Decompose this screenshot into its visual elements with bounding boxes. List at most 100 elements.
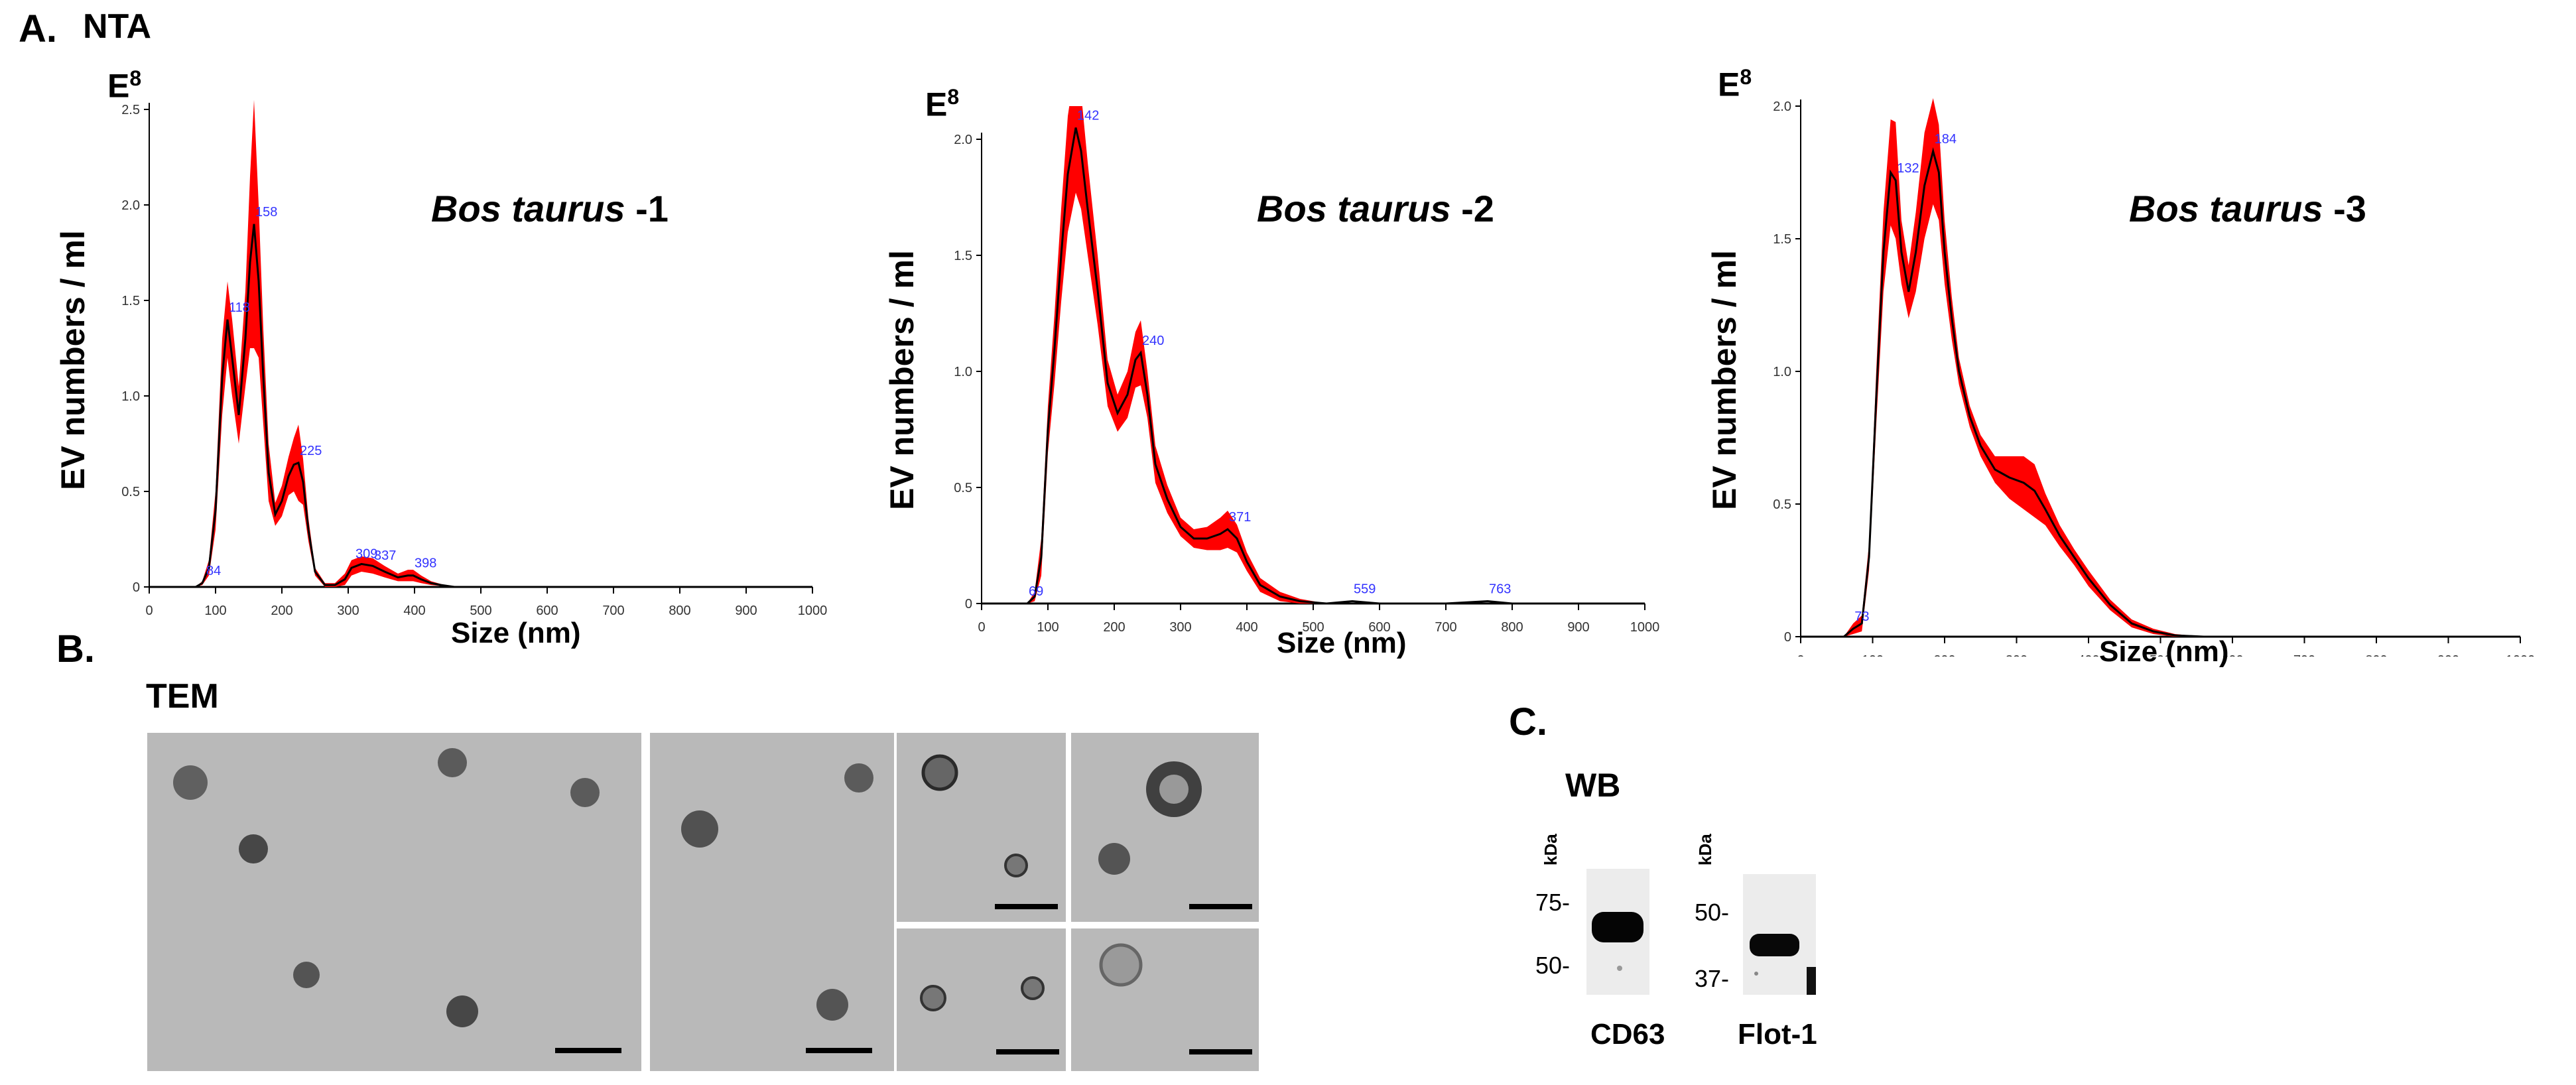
scale-bar (555, 1048, 621, 1053)
x-tick-label: 1000 (1630, 620, 1660, 635)
vesicle (1004, 854, 1028, 877)
x-tick-label: 400 (2077, 653, 2099, 657)
y-tick-label: 0 (1784, 630, 1791, 645)
vesicle (920, 985, 946, 1011)
x-tick-label: 200 (271, 604, 292, 618)
vesicle (1099, 943, 1143, 987)
x-tick-label: 1000 (798, 604, 828, 618)
x-tick-label: 600 (1368, 620, 1390, 635)
peak-label: 69 (1029, 584, 1043, 599)
x-tick-label: 300 (337, 604, 359, 618)
chart-1-ylabel: EV numbers / ml (54, 230, 92, 490)
x-tick-label: 500 (2150, 653, 2171, 657)
x-tick-label: 400 (403, 604, 425, 618)
x-tick-label: 700 (602, 604, 624, 618)
vesicle (844, 763, 873, 793)
vesicle (921, 754, 958, 791)
band-cd63 (1592, 912, 1643, 942)
kda-label-2: kDa (1695, 834, 1715, 865)
vesicle (293, 962, 320, 988)
peak-label: 337 (374, 548, 396, 563)
x-tick-label: 500 (470, 604, 491, 618)
x-tick-label: 1000 (2506, 653, 2536, 657)
chart-2-ylabel: EV numbers / ml (883, 250, 921, 510)
vesicle (173, 765, 208, 800)
scale-bar (1189, 1049, 1252, 1054)
tem-image-large (147, 733, 641, 1071)
chart-3-xlabel: Size (nm) (2099, 635, 2229, 668)
chart-1-plot: 0 100 200 300 400 500 600 700 800 900 1000 0 0.5 1.0 1… (121, 99, 828, 618)
x-tick-label: 800 (1501, 620, 1523, 635)
chart-3-plot: 0 100 200 300 400 500 600 700 800 900 1000 0 0.5 1.0 1… (1773, 98, 2536, 657)
tem-image-6 (1071, 928, 1259, 1071)
scale-bar (1189, 904, 1252, 909)
spot (1754, 972, 1758, 976)
y-tick-label: 1.0 (121, 389, 140, 404)
chart-2-xlabel: Size (nm) (1277, 627, 1407, 659)
y-tick-label: 1.0 (954, 365, 972, 379)
x-tick-label: 800 (669, 604, 690, 618)
y-tick-label: 1.5 (121, 294, 140, 308)
y-tick-label: 0.5 (1773, 497, 1791, 512)
tem-image-3 (897, 733, 1066, 922)
scale-bar (995, 904, 1058, 909)
error-band (149, 99, 812, 588)
mean-line (149, 223, 812, 588)
vesicle (570, 778, 600, 807)
error-band (1801, 98, 2520, 637)
x-tick-label: 600 (2221, 653, 2243, 657)
peak-label: 225 (300, 444, 322, 458)
y-tick-label: 2.0 (1773, 99, 1791, 114)
y-tick-label: 1.0 (1773, 365, 1791, 379)
blot-label-cd63: CD63 (1590, 1018, 1665, 1051)
vesicle (681, 810, 718, 848)
vesicle (239, 834, 268, 863)
chart-1-xlabel: Size (nm) (451, 617, 581, 649)
x-tick-label: 500 (1302, 620, 1324, 635)
y-tick-label: 0 (965, 597, 972, 611)
vesicle (1021, 976, 1045, 1000)
chart-1-exponent: E8 (107, 66, 142, 105)
peak-label: 240 (1142, 334, 1164, 348)
y-tick-label: 0.5 (954, 481, 972, 495)
y-tick-label: 0.5 (121, 485, 140, 499)
x-tick-label: 700 (2293, 653, 2315, 657)
kda-label-1: kDa (1541, 834, 1561, 865)
x-tick-label: 900 (2437, 653, 2459, 657)
panel-c-letter: C. (1509, 700, 1547, 743)
chart-3-title: Bos taurus -3 (2129, 188, 2366, 229)
peak-label: 118 (229, 300, 250, 315)
x-tick-label: 900 (735, 604, 757, 618)
x-tick-label: 0 (978, 620, 985, 635)
y-tick-label: 1.5 (954, 249, 972, 263)
blot-flot1 (1743, 874, 1816, 995)
x-tick-label: 300 (2006, 653, 2028, 657)
x-tick-label: 200 (1933, 653, 1955, 657)
x-tick-label: 600 (536, 604, 558, 618)
peak-label: 158 (255, 205, 277, 220)
chart-2-exponent: E8 (925, 85, 960, 123)
peak-label: 132 (1897, 161, 1919, 176)
chart-2-title: Bos taurus -2 (1257, 188, 1494, 229)
panel-b-letter: B. (56, 627, 95, 670)
panel-c-title: WB (1565, 767, 1621, 804)
chart-3-exponent: E8 (1718, 65, 1752, 103)
y-tick-label: 2.0 (954, 133, 972, 147)
scale-bar (996, 1049, 1059, 1054)
x-tick-label: 0 (1797, 653, 1804, 657)
marker-75: 75- (1535, 889, 1571, 916)
marker-50: 50- (1535, 952, 1571, 979)
x-tick-label: 400 (1236, 620, 1257, 635)
panel-b-title: TEM (146, 677, 219, 716)
chart-2-plot: 0 100 200 300 400 500 600 700 800 900 1000 0 0.5 1.0 1… (954, 106, 1660, 635)
x-tick-label: 0 (145, 604, 153, 618)
peak-label: 84 (206, 564, 221, 578)
vesicle-core (1159, 775, 1189, 804)
peak-label: 73 (1854, 609, 1869, 624)
peak-label: 763 (1489, 582, 1511, 597)
x-tick-label: 300 (1169, 620, 1191, 635)
x-tick-label: 100 (1862, 653, 1884, 657)
blot-cd63 (1586, 869, 1649, 995)
vesicle (438, 748, 467, 777)
peak-label: 184 (1935, 132, 1957, 147)
